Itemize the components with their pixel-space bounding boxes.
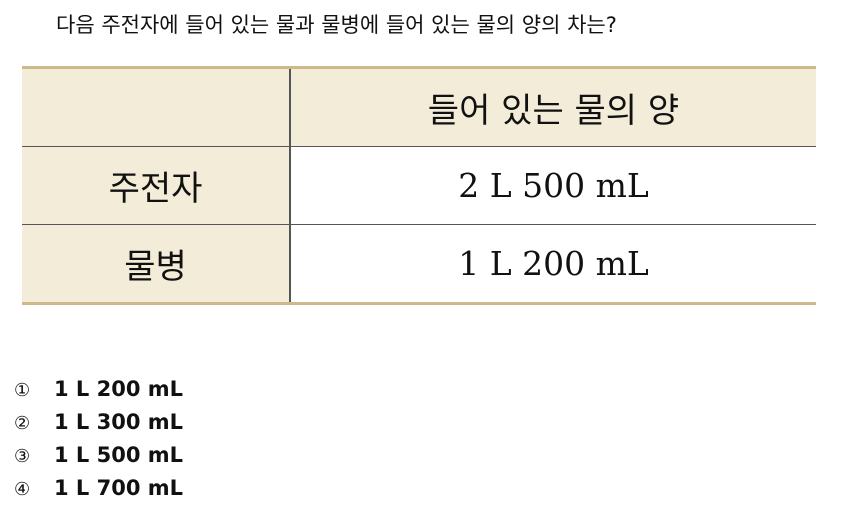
amount-table: 들어 있는 물의 양 주전자 2 L 500 mL 물병 1 L 200 mL [22,66,816,305]
choice-2[interactable]: ② 1 L 300 mL [14,406,183,439]
choice-label: 1 L 700 mL [54,476,184,500]
header-blank-cell [22,66,291,147]
row-label-kettle: 주전자 [22,146,291,225]
choice-number: ④ [14,479,31,500]
header-amount-cell: 들어 있는 물의 양 [290,66,816,147]
choice-3[interactable]: ③ 1 L 500 mL [14,439,183,472]
choice-label: 1 L 300 mL [54,410,184,434]
table-row: 주전자 2 L 500 mL [22,146,816,225]
row-value-bottle: 1 L 200 mL [290,224,816,305]
row-value-kettle: 2 L 500 mL [290,146,816,225]
choice-label: 1 L 500 mL [54,443,184,467]
table-row: 물병 1 L 200 mL [22,224,816,305]
choice-number: ③ [14,446,31,467]
choice-1[interactable]: ① 1 L 200 mL [14,373,183,406]
choice-4[interactable]: ④ 1 L 700 mL [14,472,183,505]
question-text: 다음 주전자에 들어 있는 물과 물병에 들어 있는 물의 양의 차는? [56,13,617,37]
row-label-bottle: 물병 [22,224,291,305]
choice-label: 1 L 200 mL [54,377,184,401]
choice-number: ② [14,413,31,434]
amount-table-grid: 들어 있는 물의 양 주전자 2 L 500 mL 물병 1 L 200 mL [22,66,816,305]
answer-choices: ① 1 L 200 mL ② 1 L 300 mL ③ 1 L 500 mL ④ 1 L… [14,373,183,505]
choice-number: ① [14,380,31,401]
table-header-row: 들어 있는 물의 양 [22,66,816,147]
